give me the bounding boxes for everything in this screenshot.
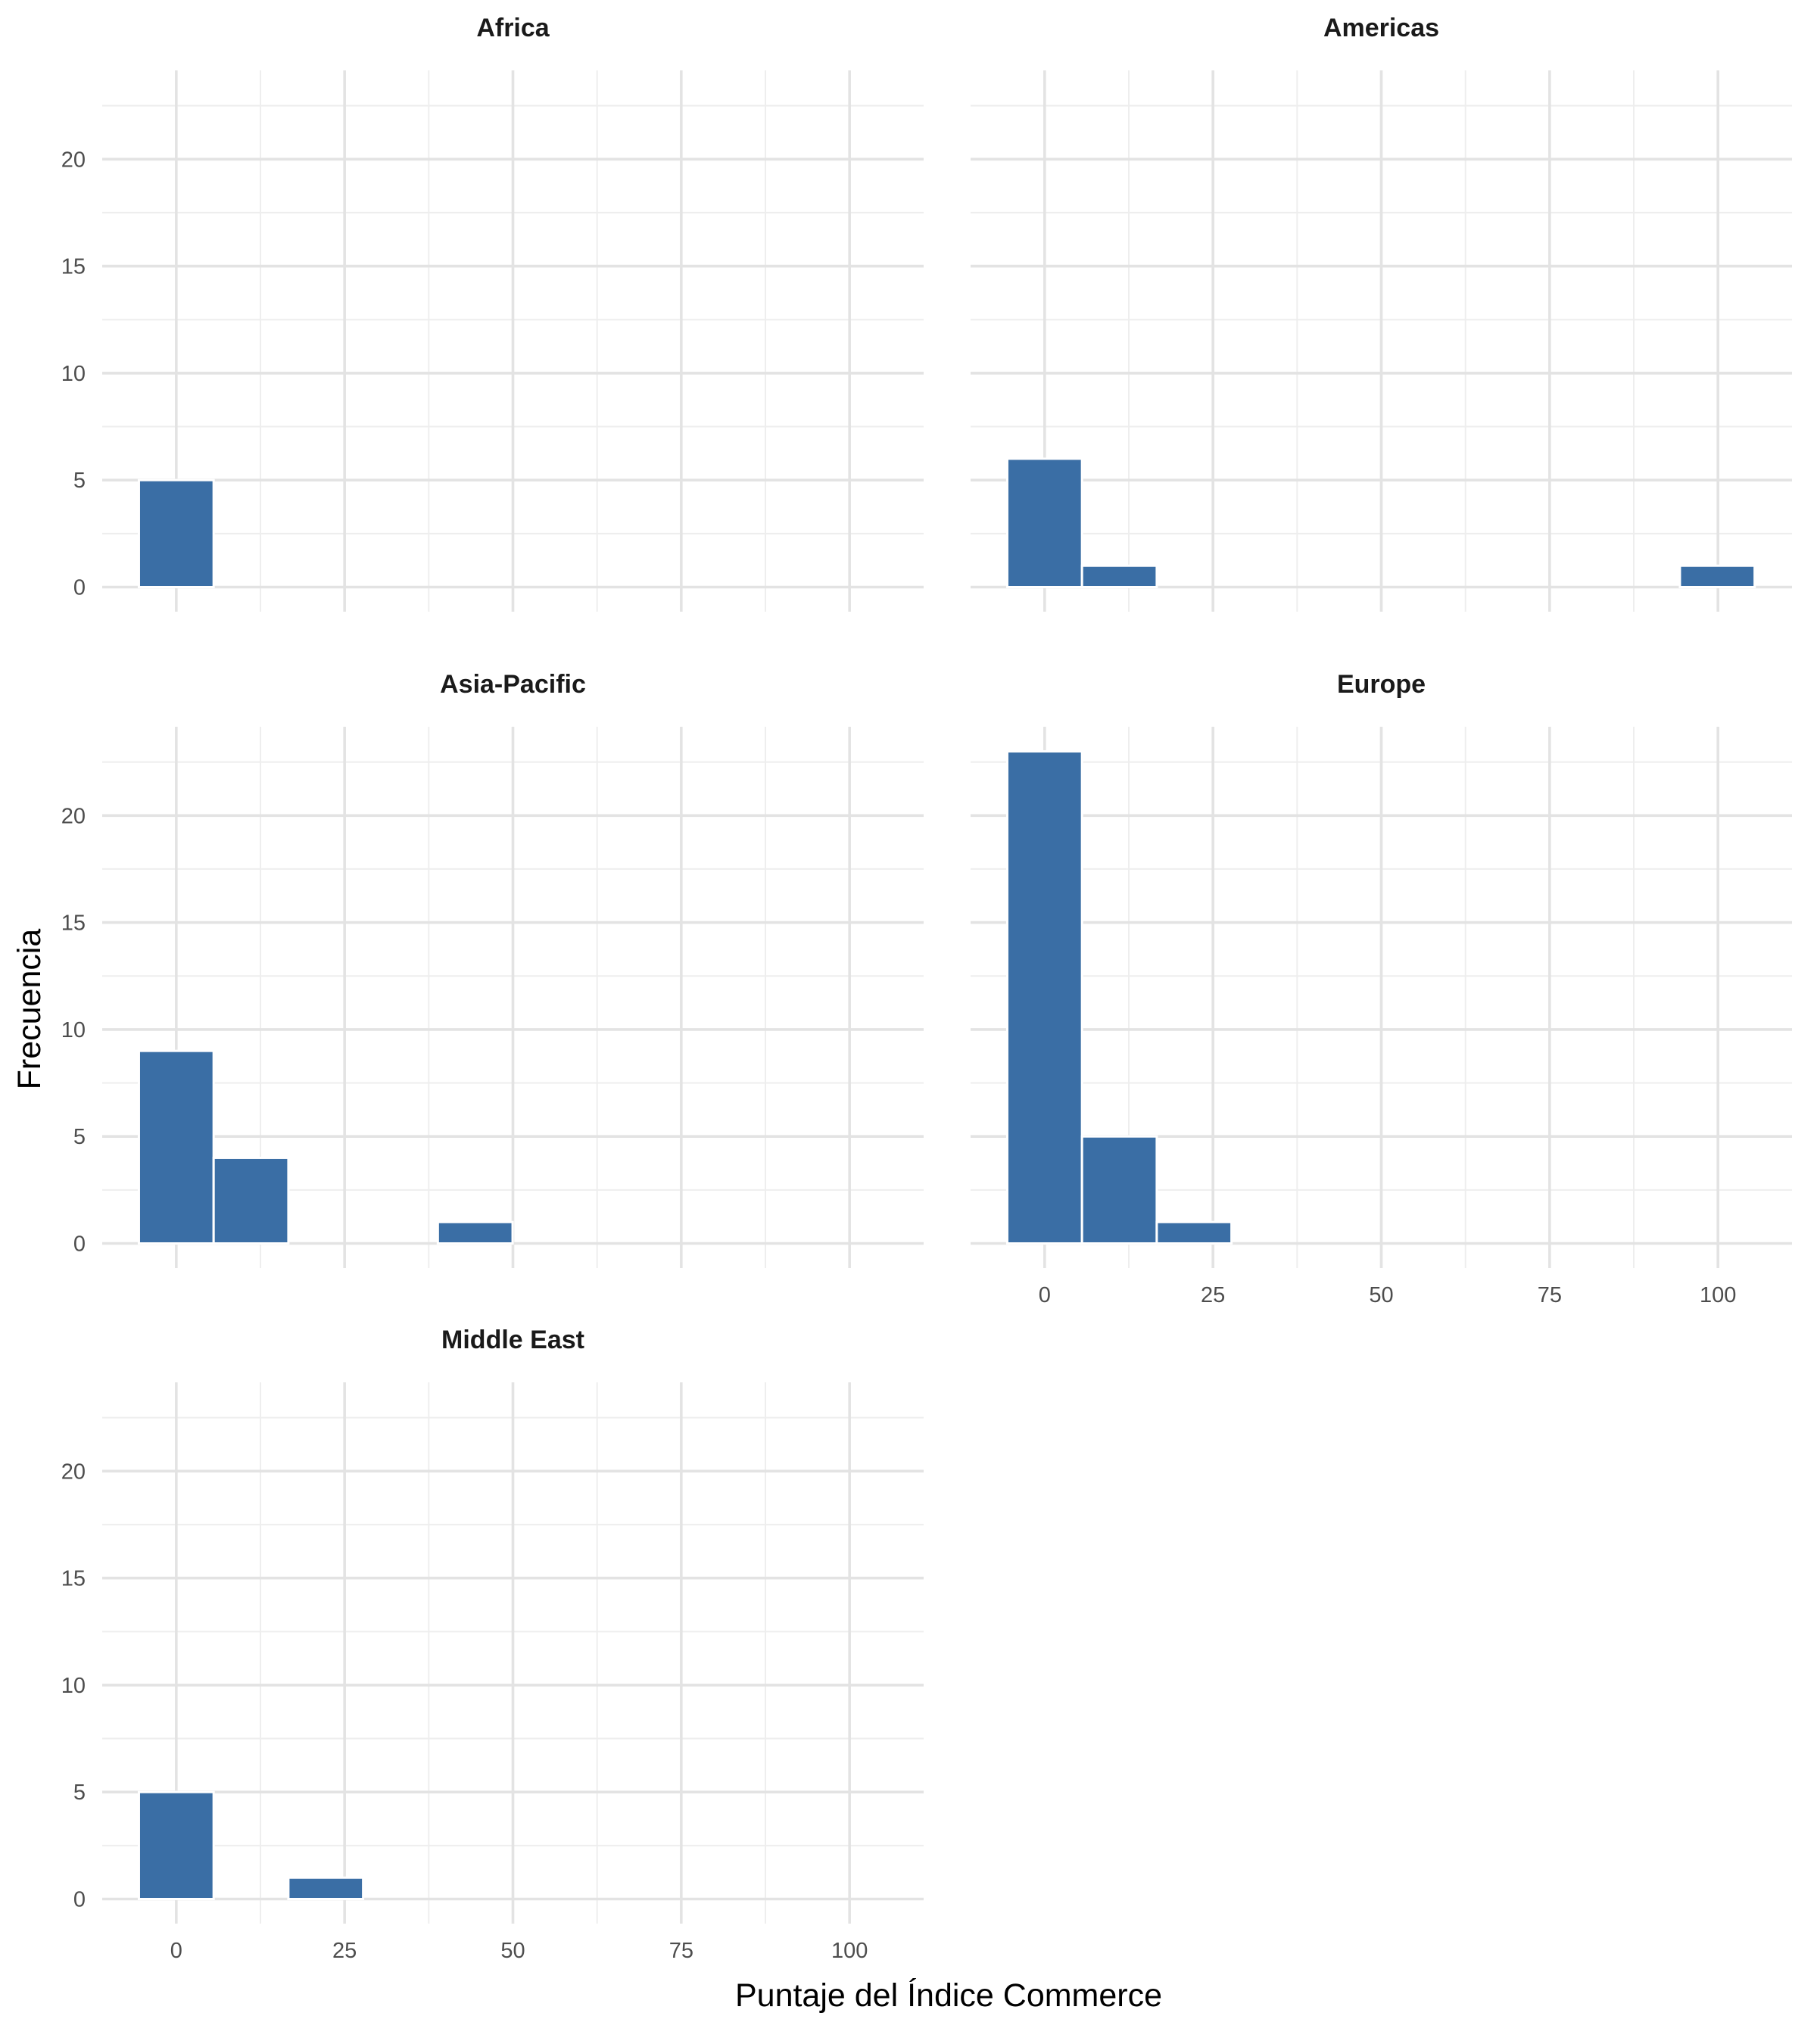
x-tick-label: 25 — [332, 1939, 357, 1963]
histogram-bar — [1005, 750, 1083, 1245]
facet-title-africa: Africa — [476, 14, 550, 42]
histogram-bar — [436, 1220, 514, 1245]
histogram-bar — [1678, 564, 1756, 589]
y-tick-label: 0 — [73, 576, 86, 600]
x-tick-label: 50 — [1369, 1283, 1393, 1307]
histogram-bar — [212, 1156, 290, 1245]
x-axis-title: Puntaje del Índice Commerce — [735, 1977, 1162, 2014]
panel-middle-east: Middle East 0 5 10 15 20 0 25 50 75 100 — [61, 1326, 924, 1963]
y-tick-label: 5 — [73, 469, 86, 493]
panel-africa: Africa 0 5 10 15 20 — [61, 14, 924, 612]
y-tick-label: 15 — [61, 255, 86, 279]
x-tick-label: 100 — [831, 1939, 868, 1963]
x-tick-label: 0 — [1039, 1283, 1051, 1307]
y-tick-label: 20 — [61, 804, 86, 828]
y-tick-label: 10 — [61, 1018, 86, 1042]
panel-asia-pacific: Asia-Pacific 0 5 10 15 20 — [61, 670, 924, 1268]
facet-title-middle-east: Middle East — [441, 1326, 584, 1354]
x-tick-label: 75 — [1538, 1283, 1562, 1307]
y-tick-label: 10 — [61, 1674, 86, 1698]
histogram-bar — [1080, 1135, 1158, 1245]
facet-title-europe: Europe — [1337, 670, 1426, 699]
histogram-bar — [137, 1790, 215, 1900]
y-tick-label: 20 — [61, 1460, 86, 1484]
y-tick-label: 15 — [61, 1567, 86, 1591]
x-tick-label: 100 — [1700, 1283, 1736, 1307]
y-tick-label: 0 — [73, 1888, 86, 1912]
histogram-bar — [137, 1049, 215, 1245]
x-tick-label: 75 — [669, 1939, 693, 1963]
y-axis-title: Frecuencia — [11, 929, 48, 1090]
histogram-bar — [137, 478, 215, 589]
histogram-bar — [1005, 457, 1083, 588]
facet-title-asia-pacific: Asia-Pacific — [440, 670, 586, 699]
y-tick-label: 5 — [73, 1125, 86, 1149]
y-tick-label: 0 — [73, 1232, 86, 1257]
panel-europe: Europe 0 25 50 75 100 — [971, 670, 1792, 1307]
y-tick-label: 15 — [61, 911, 86, 936]
x-tick-label: 0 — [170, 1939, 182, 1963]
y-tick-label: 10 — [61, 362, 86, 386]
y-tick-label: 5 — [73, 1781, 86, 1805]
x-tick-label: 25 — [1201, 1283, 1225, 1307]
panel-americas: Americas — [971, 14, 1792, 612]
y-tick-label: 20 — [61, 148, 86, 172]
histogram-bar — [287, 1876, 365, 1900]
histogram-bar — [1080, 564, 1158, 589]
x-tick-label: 50 — [500, 1939, 525, 1963]
histogram-bar — [1155, 1220, 1233, 1245]
facet-title-americas: Americas — [1323, 14, 1439, 42]
